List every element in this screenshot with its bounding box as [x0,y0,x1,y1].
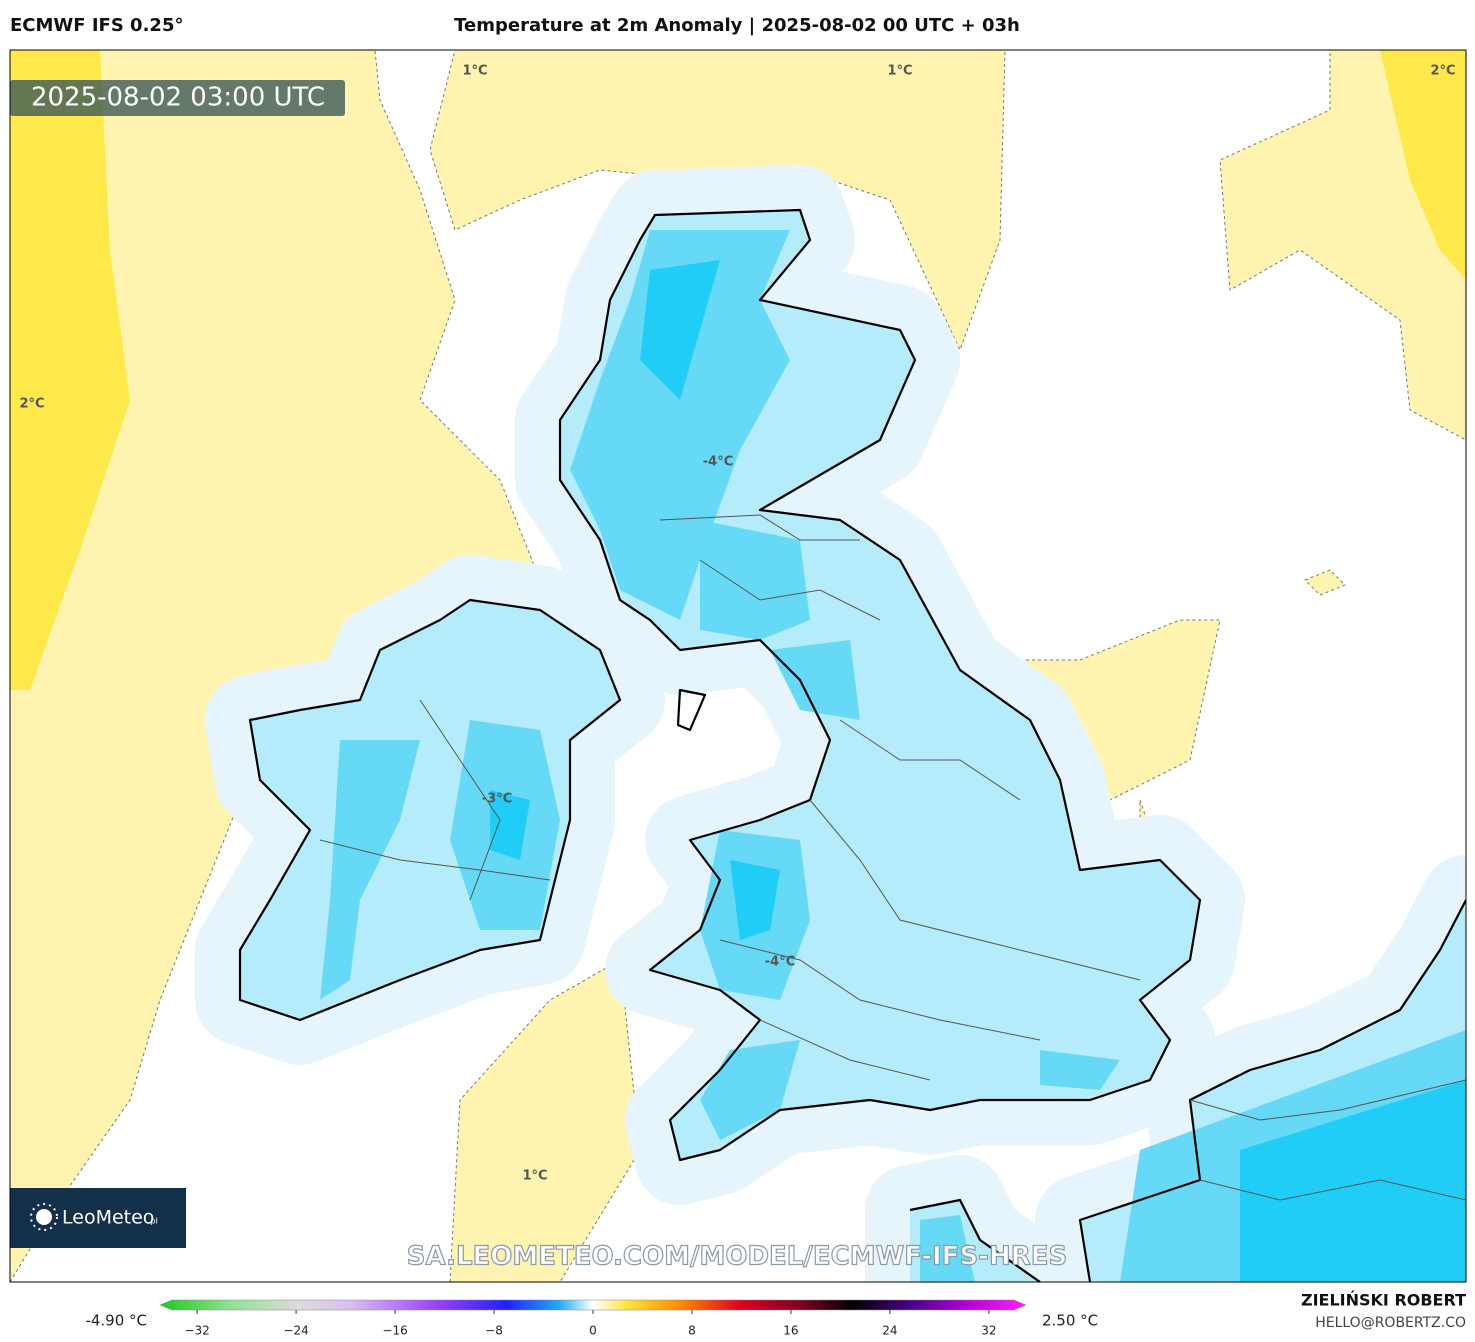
colorbar-scale [159,1299,1027,1311]
colorbar-max: 2.50 °C [1042,1312,1098,1330]
colorbar-min: -4.90 °C [85,1312,147,1330]
logo-domain: .pl [148,1217,158,1226]
admin-borders [319,514,1466,1201]
time-badge [10,80,345,116]
contour-label: 1°C [887,64,912,79]
model-name: ECMWF IFS 0.25° [10,15,183,36]
colorbar [159,1299,1027,1311]
logo-text: LeoMeteo [62,1207,154,1229]
cool-strongest [490,260,1466,1282]
contour-labels: 1°C 1°C 2°C 2°C -4°C -3°C -4°C 1°C [19,64,1455,1184]
contact: HELLO@ROBERTZ.CO [1315,1315,1466,1331]
valid-time: 2025-08-02 03:00 UTC [31,83,325,113]
contour-label: 1°C [462,64,487,79]
colorbar-tick-label: 16 [783,1324,798,1338]
colorbar-tick-label: −24 [283,1324,308,1338]
logo-sun [30,1203,58,1231]
source-url: SA.LEOMETEO.COM/MODEL/ECMWF-IFS-HRES [407,1242,1067,1272]
colorbar-tick-label: 32 [981,1324,996,1338]
coastline [238,208,1466,1282]
contour-label: -3°C [482,792,512,807]
colorbar-tick-label: 8 [688,1324,696,1338]
contour-label: -4°C [703,455,733,470]
map: 2025-08-02 03:00 UTC 1°C 1°C 2°C 2°C -4°… [10,50,1466,1282]
map-title: Temperature at 2m Anomaly | 2025-08-02 0… [454,15,1020,36]
colorbar-tick-label: 0 [589,1324,597,1338]
contour-label: 2°C [1430,64,1455,79]
colorbar-tick-label: 24 [882,1324,897,1338]
colorbar-tick-label: −32 [184,1324,209,1338]
map-frame [9,49,1467,1283]
colorbar-tick-label: −16 [382,1324,407,1338]
contour-label: 1°C [522,1169,547,1184]
contour-label: 2°C [19,397,44,412]
land [195,165,1466,1282]
contour-label: -4°C [765,955,795,970]
colorbar-tick-label: −8 [485,1324,503,1338]
author: ZIELIŃSKI ROBERT [1301,1291,1466,1310]
warm-areas [10,50,1466,1282]
